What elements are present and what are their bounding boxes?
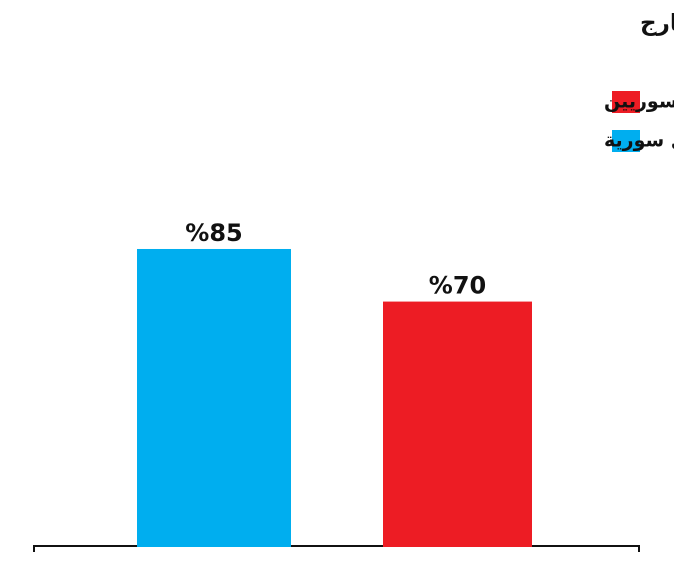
value-label: %70: [429, 272, 486, 300]
bar: [137, 248, 291, 548]
legend-swatch: [612, 91, 640, 113]
value-label: %85: [185, 219, 242, 247]
legend-label: داخل سورية: [604, 130, 674, 152]
legend-swatch: [612, 130, 640, 152]
chart-title: نسبة الفقر بين السوريين في الداخل واللاج…: [640, 11, 674, 37]
legend-label: ضمن مجتمع اللاجئين السوريين: [604, 91, 674, 113]
bar: [383, 301, 532, 547]
